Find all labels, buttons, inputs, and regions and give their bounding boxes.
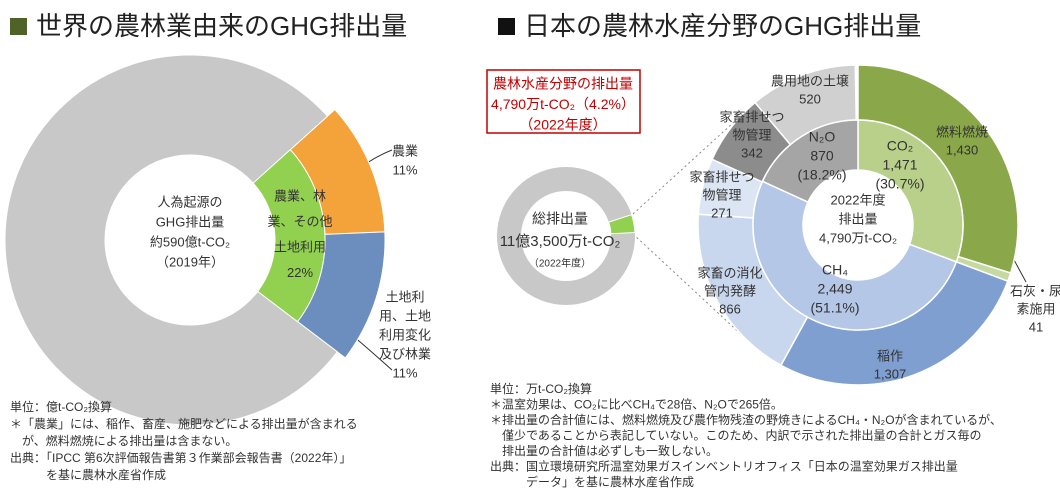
value-label: 870 (810, 148, 834, 164)
value-label: 1,307 (874, 366, 907, 381)
note: 排出量の合計値は必ずしも一致しない。 (490, 443, 718, 458)
center-label: 排出量 (838, 211, 877, 226)
note: が、燃料燃焼による排出量は含まない。 (10, 433, 237, 448)
note: 単位：万t-CO₂換算 (490, 381, 592, 396)
slice-label: 物管理 (732, 127, 771, 142)
slice-label: 石灰・尿 (1010, 283, 1060, 298)
center-label: 人為起源の (157, 194, 222, 209)
note: データ」を基に農林水産省作成 (490, 474, 694, 489)
total-label: 11億3,500万t-CO₂ (500, 233, 621, 250)
callout-text: （2022年度） (519, 117, 606, 133)
share-label: (18.2%) (797, 167, 846, 183)
title-marker (498, 18, 515, 35)
share-label: (51.1%) (810, 300, 859, 316)
slice-label: 農業 (392, 143, 418, 158)
value-label: 1,430 (946, 142, 979, 157)
donut-slice (761, 119, 859, 204)
gas-label: CO₂ (887, 138, 913, 154)
center-label: GHG排出量 (156, 214, 225, 229)
value-label: 342 (741, 145, 763, 160)
slice-label: 物管理 (702, 187, 741, 202)
value-label: 22% (287, 265, 313, 280)
gas-label: CH₄ (822, 262, 848, 278)
value-label: 1,471 (882, 157, 917, 173)
value-label: 520 (799, 91, 821, 106)
callout-box (486, 69, 641, 134)
note: ＊排出量の合計値には、燃料燃焼及び農作物残渣の野焼きによるCH₄・N₂Oが含まれ… (490, 412, 1002, 427)
slice-label: 用、土地 (379, 308, 431, 323)
callout-text: 農林水産分野の排出量 (493, 76, 633, 92)
slice-label: 素施用 (1016, 301, 1055, 316)
slice-label: 家畜排せつ (689, 169, 754, 184)
slice-label: 燃料燃焼 (936, 124, 988, 139)
donut-slice (752, 180, 958, 331)
slice-label: 家畜排せつ (719, 109, 784, 124)
slice-label: 及び林業 (379, 346, 431, 361)
slice-label: 農業、林 (274, 188, 326, 203)
donut-slice (857, 119, 964, 263)
value-label: 866 (719, 301, 741, 316)
total-ring (497, 167, 635, 305)
slice-label: 土地利 (385, 289, 424, 304)
note: 出典：国立環境研究所温室効果ガスインベントリオフィス「日本の温室効果ガス排出量 (490, 459, 958, 474)
title-marker (10, 18, 27, 35)
center-label: 約590億t-CO₂ (150, 234, 230, 249)
center-label: 2022年度 (831, 192, 886, 207)
note: ＊温室効果は、CO₂に比べCH₄で28倍、N₂Oで265倍。 (490, 397, 783, 412)
slice-label: 業、その他 (267, 214, 332, 229)
slice-label: 管内発酵 (704, 283, 756, 298)
value-label: 11% (392, 365, 417, 380)
leader-line (1012, 257, 1027, 283)
connector (632, 111, 746, 215)
total-label: 総排出量 (532, 211, 588, 227)
slice-label: 農用地の土壌 (771, 73, 849, 88)
slice-label: 家畜の消化 (697, 265, 762, 280)
note: を基に農林水産省作成 (10, 467, 166, 482)
note: 出典：「IPCC 第6次評価報告書第３作業部会報告書（2022年）」 (10, 450, 351, 465)
note: 単位：億t-CO₂換算 (10, 399, 112, 414)
pie-slice (252, 148, 326, 323)
callout-text: 4,790万t-CO₂（4.2%） (491, 96, 635, 112)
pie-slice (4, 54, 339, 426)
share-slice (608, 214, 636, 235)
center-label: 4,790万t-CO₂ (819, 230, 897, 245)
total-label: （2022年度） (529, 257, 591, 270)
note: ＊「農業」には、稲作、畜産、施肥などによる排出量が含まれる (10, 416, 358, 431)
value-label: 41 (1029, 319, 1043, 334)
connector (632, 233, 746, 339)
chart-title: 日本の農林水産分野のGHG排出量 (524, 11, 921, 41)
gas-label: N₂O (809, 129, 836, 145)
value-label: 2,449 (817, 281, 852, 297)
share-label: (30.7%) (875, 176, 924, 192)
center-label: （2019年） (156, 254, 224, 269)
value-label: 11% (392, 162, 417, 177)
chart-title: 世界の農林業由来のGHG排出量 (36, 11, 407, 41)
slice-label: 利用変化 (379, 327, 431, 342)
slice-label: 稲作 (877, 348, 903, 363)
slice-label: 土地利用 (274, 239, 326, 254)
value-label: 271 (711, 205, 733, 220)
note: 僅少であることから表記していない。このため、内訳で示された排出量の合計とガス毎の (490, 428, 982, 443)
